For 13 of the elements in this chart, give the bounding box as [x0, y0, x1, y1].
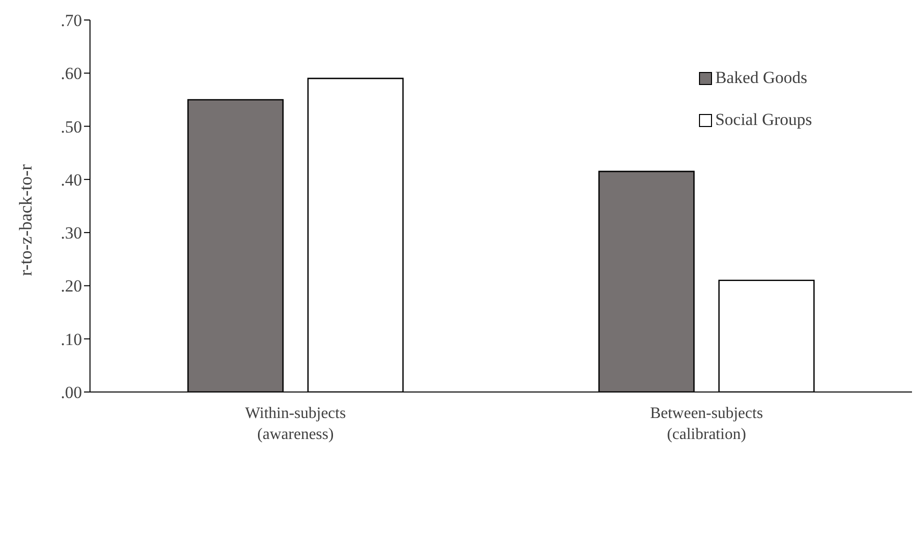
y-tick-label: .40 — [60, 170, 82, 190]
y-tick-label: .60 — [60, 64, 82, 84]
x-tick-label: Within-subjects (awareness) — [245, 405, 346, 443]
y-tick-label: .30 — [60, 224, 82, 243]
y-tick-label: .10 — [60, 330, 82, 349]
legend-label: Social Groups — [715, 110, 812, 130]
y-tick-label: .00 — [60, 383, 82, 402]
y-tick-label: .20 — [60, 276, 82, 296]
x-tick-label: Between-subjects (calibration) — [650, 405, 763, 443]
y-axis-title: r-to-z-back-to-r — [15, 164, 36, 276]
legend-label: Baked Goods — [715, 68, 808, 88]
y-tick-label: .70 — [60, 11, 82, 30]
y-tick-label: .50 — [60, 117, 82, 136]
